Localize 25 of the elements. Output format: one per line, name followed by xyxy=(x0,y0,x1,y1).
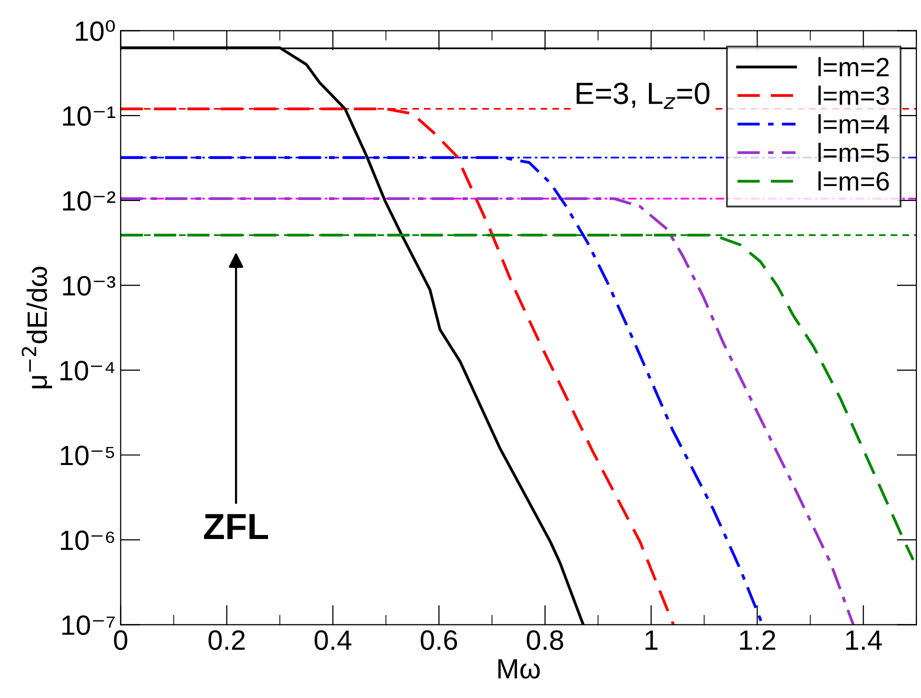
x-tick-label: 0.4 xyxy=(314,630,352,650)
x-tick-label: 0 xyxy=(114,630,128,650)
legend-label: l=m=4 xyxy=(818,114,890,134)
y-tick-label: 10⁻² xyxy=(63,191,116,211)
legend-label: l=m=3 xyxy=(818,86,889,106)
annotation: E=3, L$_{z}$=0 xyxy=(576,82,710,109)
legend-label: l=m=6 xyxy=(818,171,889,191)
legend-label: l=m=2 xyxy=(818,57,889,76)
x-axis-title: Mω xyxy=(498,659,540,679)
legend-label: l=m=5 xyxy=(818,142,889,162)
y-tick-label: 10⁻⁷ xyxy=(62,615,115,636)
y-tick-label: 10⁰ xyxy=(76,20,115,42)
x-tick-label: 0.6 xyxy=(420,630,458,650)
y-tick-label: 10⁻⁶ xyxy=(60,530,114,550)
y-tick-label: 10⁻⁵ xyxy=(60,446,114,466)
annotation: ZFL xyxy=(204,514,268,540)
y-tick-label: 10⁻³ xyxy=(63,276,116,296)
x-tick-label: 0.8 xyxy=(526,630,564,650)
y-axis-title: μ$^{−2}$dE/dω xyxy=(22,266,52,388)
y-tick-label: 10⁻⁴ xyxy=(60,360,114,380)
x-tick-label: 1.4 xyxy=(846,630,882,650)
x-tick-label: 1.2 xyxy=(740,630,776,650)
x-tick-label: 1 xyxy=(646,630,658,650)
y-tick-label: 10⁻¹ xyxy=(63,106,116,126)
x-tick-label: 0.2 xyxy=(208,630,245,650)
